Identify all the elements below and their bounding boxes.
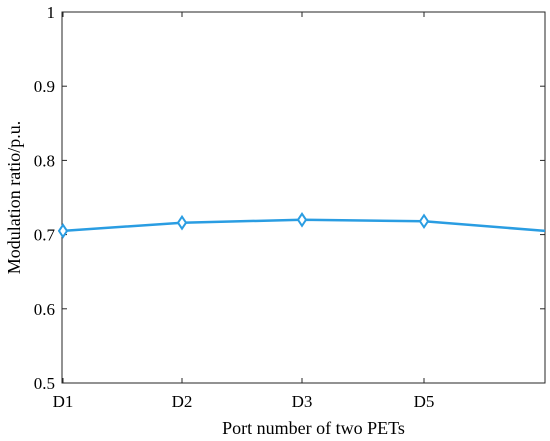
y-tick-label: 0.8 [34, 151, 55, 170]
data-point-marker [176, 214, 188, 231]
y-tick-label: 1 [47, 3, 56, 22]
x-axis: D1 D2 D3 D5 [53, 12, 435, 411]
y-tick-label: 0.6 [34, 300, 55, 319]
y-tick-label: 0.9 [34, 77, 55, 96]
x-tick-label: D3 [292, 392, 313, 411]
x-tick-label: D1 [53, 392, 74, 411]
y-tick-label: 0.7 [34, 226, 56, 245]
x-axis-title: Port number of two PETs [222, 418, 405, 438]
y-axis: 0.5 0.6 0.7 0.8 0.9 1 [34, 3, 545, 393]
data-point-marker [57, 223, 69, 239]
y-axis-title: Modulation ratio/p.u. [4, 121, 24, 274]
x-tick-label: D2 [172, 392, 193, 411]
data-point-marker [296, 211, 308, 228]
y-tick-label: 0.5 [34, 374, 55, 393]
plot-area [61, 11, 546, 384]
series-markers [57, 211, 430, 239]
data-point-marker [418, 213, 430, 230]
x-tick-label: D5 [414, 392, 435, 411]
